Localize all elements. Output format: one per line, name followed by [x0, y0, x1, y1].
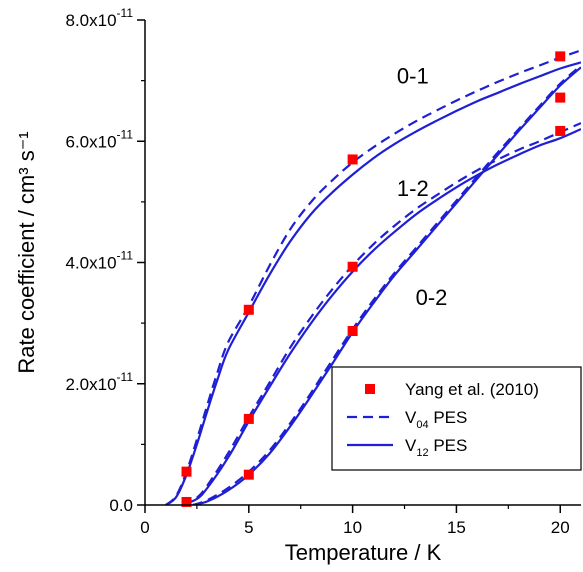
y-tick-label: 0.0 [109, 496, 133, 515]
data-point-marker [347, 326, 358, 337]
data-point-marker [555, 92, 566, 103]
y-tick-label: 4.0x10-11 [66, 249, 134, 273]
legend-label: Yang et al. (2010) [405, 380, 539, 399]
curve-label-0-2: 0-2 [416, 285, 448, 310]
x-axis-title: Temperature / K [285, 540, 442, 565]
data-point-marker [555, 51, 566, 62]
legend-label: V04 PES [405, 408, 467, 431]
data-point-marker [555, 125, 566, 136]
x-tick-label: 20 [551, 518, 570, 537]
x-tick-label: 10 [343, 518, 362, 537]
data-point-marker [243, 413, 254, 424]
y-tick-label: 2.0x10-11 [66, 370, 134, 394]
series-line-0-1-solid [165, 61, 581, 505]
series-line-0-1-dashed [165, 49, 581, 505]
curve-labels-layer: 0-1 1-2 0-2 [397, 64, 447, 310]
legend: Yang et al. (2010) V04 PES V12 PES [331, 366, 582, 471]
curve-label-1-2: 1-2 [397, 176, 429, 201]
x-tick-label: 15 [447, 518, 466, 537]
axes-layer: 0 5 10 15 20 0.0 2.0x10-11 4.0x10-11 6.0x10-11 8.… [14, 6, 581, 565]
data-point-marker [243, 304, 254, 315]
data-point-marker [347, 261, 358, 272]
x-tick-label: 0 [140, 518, 149, 537]
y-tick-label: 8.0x10-11 [66, 6, 134, 30]
series-line-1-2-dashed [181, 122, 581, 505]
data-point-marker [347, 154, 358, 165]
data-point-marker [181, 496, 192, 507]
x-tick-label: 5 [244, 518, 253, 537]
markers-layer [181, 51, 566, 507]
y-axis-title: Rate coefficient / cm³ s⁻¹ [14, 131, 39, 373]
legend-marker-swatch [365, 384, 375, 394]
legend-label: V12 PES [405, 436, 467, 459]
series-line-1-2-solid [181, 128, 581, 505]
curve-label-0-1: 0-1 [397, 64, 429, 89]
y-tick-label: 6.0x10-11 [66, 127, 134, 151]
data-point-marker [181, 466, 192, 477]
data-point-marker [243, 469, 254, 480]
